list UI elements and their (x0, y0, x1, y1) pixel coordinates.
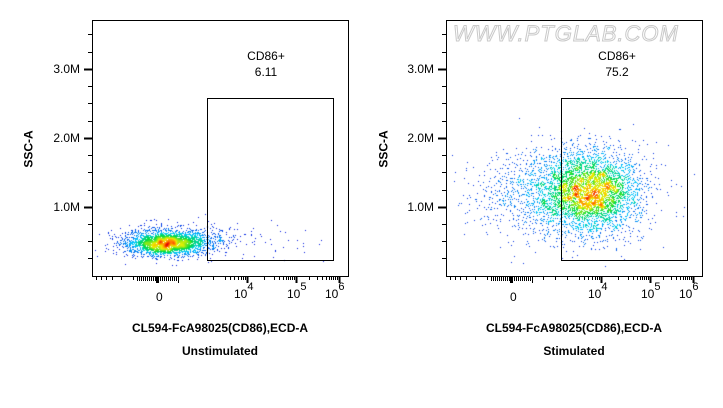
y-tick-1m: 1.0M (407, 200, 434, 214)
density-scatter (447, 21, 702, 276)
x-tick-1e4: 104 (234, 281, 254, 301)
watermark: WWW.PTGLAB.COM (453, 21, 679, 47)
x-tick-0: 0 (510, 290, 517, 304)
y-tick-1m: 1.0M (53, 200, 80, 214)
cd86-gate[interactable] (207, 98, 334, 261)
x-tick-1e5: 105 (641, 281, 661, 301)
axis-ticks (84, 34, 341, 283)
x-tick-1e6: 106 (679, 281, 699, 301)
panel-subtitle: Unstimulated (181, 344, 258, 358)
x-tick-1e5: 105 (287, 281, 307, 301)
axis-ticks (438, 34, 695, 283)
panel-stimulated: SSC-A 3.0M 2.0M 1.0M WWW.PTGLAB.COM CD86… (354, 0, 715, 408)
y-tick-2m: 2.0M (53, 131, 80, 145)
x-axis-label: CL594-FcA98025(CD86),ECD-A (131, 321, 309, 335)
gate-label: CD86+ 6.11 (226, 48, 306, 80)
plot-area: CD86+ 6.11 (92, 20, 349, 277)
y-tick-3m: 3.0M (53, 62, 80, 76)
x-tick-1e6: 106 (325, 281, 345, 301)
panel-unstimulated: SSC-A 3.0M 2.0M 1.0M CD86+ 6.11 0 104 10… (0, 0, 361, 408)
gate-name: CD86+ (247, 49, 285, 63)
x-tick-0: 0 (156, 290, 163, 304)
density-scatter (93, 21, 348, 276)
x-axis-label: CL594-FcA98025(CD86),ECD-A (485, 321, 663, 335)
gate-percent: 75.2 (605, 65, 629, 79)
plot-area: WWW.PTGLAB.COM CD86+ 75.2 (446, 20, 703, 277)
cd86-gate[interactable] (561, 98, 688, 261)
gate-name: CD86+ (598, 49, 636, 63)
gate-percent: 6.11 (254, 65, 278, 79)
y-tick-3m: 3.0M (407, 62, 434, 76)
panel-subtitle: Stimulated (543, 344, 605, 358)
gate-label: CD86+ 75.2 (577, 48, 657, 80)
x-tick-1e4: 104 (588, 281, 608, 301)
y-tick-2m: 2.0M (407, 131, 434, 145)
